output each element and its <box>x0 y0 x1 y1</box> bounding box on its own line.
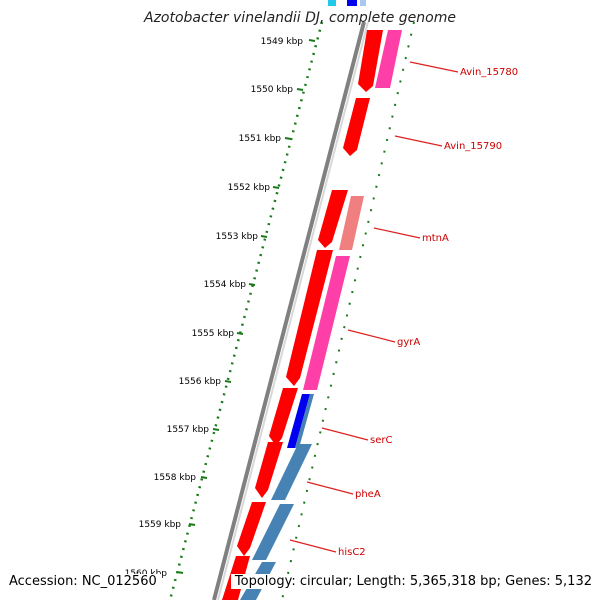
kbp-label: 1555 kbp <box>192 329 235 339</box>
kbp-label: 1549 kbp <box>261 37 304 47</box>
gene-arrow-avin15780 <box>358 30 383 92</box>
kbp-label: 1557 kbp <box>167 425 210 435</box>
gene-label-avin15780: Avin_15780 <box>460 67 518 78</box>
gene-label-gyrA: gyrA <box>397 337 420 348</box>
gene-stub-blue <box>347 0 357 6</box>
kbp-label: 1558 kbp <box>154 473 197 483</box>
gene-label-hisC2: hisC2 <box>338 547 366 558</box>
gene-label-pheA: pheA <box>355 489 381 500</box>
inner-guide-ring <box>281 21 415 600</box>
map-title: Azotobacter vinelandii DJ, complete geno… <box>144 10 456 26</box>
gene-stub-cyan <box>328 0 336 6</box>
genome-summary-text: Topology: circular; Length: 5,365,318 bp… <box>230 574 592 589</box>
gene-stub-lightblue <box>360 0 366 6</box>
kbp-label: 1551 kbp <box>239 134 282 144</box>
kbp-label: 1553 kbp <box>216 232 259 242</box>
gene-bar-magenta-2 <box>303 256 350 390</box>
accession-text: Accession: NC_012560 <box>9 574 161 589</box>
kbp-label: 1552 kbp <box>228 183 271 193</box>
gene-arrow-pheA <box>255 442 283 498</box>
gene-arrow-mtnA <box>318 190 348 248</box>
gene-bar-steelblue-1 <box>295 394 314 448</box>
kbp-tick-marks <box>176 39 316 574</box>
backbone-ring <box>212 21 366 600</box>
gene-label-avin15790: Avin_15790 <box>444 141 502 152</box>
gene-bar-magenta-1 <box>375 30 402 88</box>
kbp-label: 1556 kbp <box>179 377 222 387</box>
gene-label-serC: serC <box>370 435 392 446</box>
gene-arrow-hisC2 <box>237 502 266 556</box>
gene-bar-salmon <box>339 196 364 250</box>
label-connectors <box>289 61 459 553</box>
gene-bar-blue <box>287 394 310 448</box>
kbp-label: 1550 kbp <box>251 85 294 95</box>
backbone-ring-light <box>217 21 369 600</box>
gene-label-mtnA: mtnA <box>422 233 449 244</box>
kbp-label: 1559 kbp <box>139 520 182 530</box>
gene-arrow-avin15790 <box>343 98 370 156</box>
gene-arrow-gyrA <box>286 250 333 386</box>
kbp-label: 1554 kbp <box>204 280 247 290</box>
axis-ring <box>168 21 324 600</box>
gene-bar-steelblue-3 <box>252 504 294 560</box>
gene-arrow-serC <box>269 388 298 446</box>
gene-bar-steelblue-2 <box>271 444 312 500</box>
